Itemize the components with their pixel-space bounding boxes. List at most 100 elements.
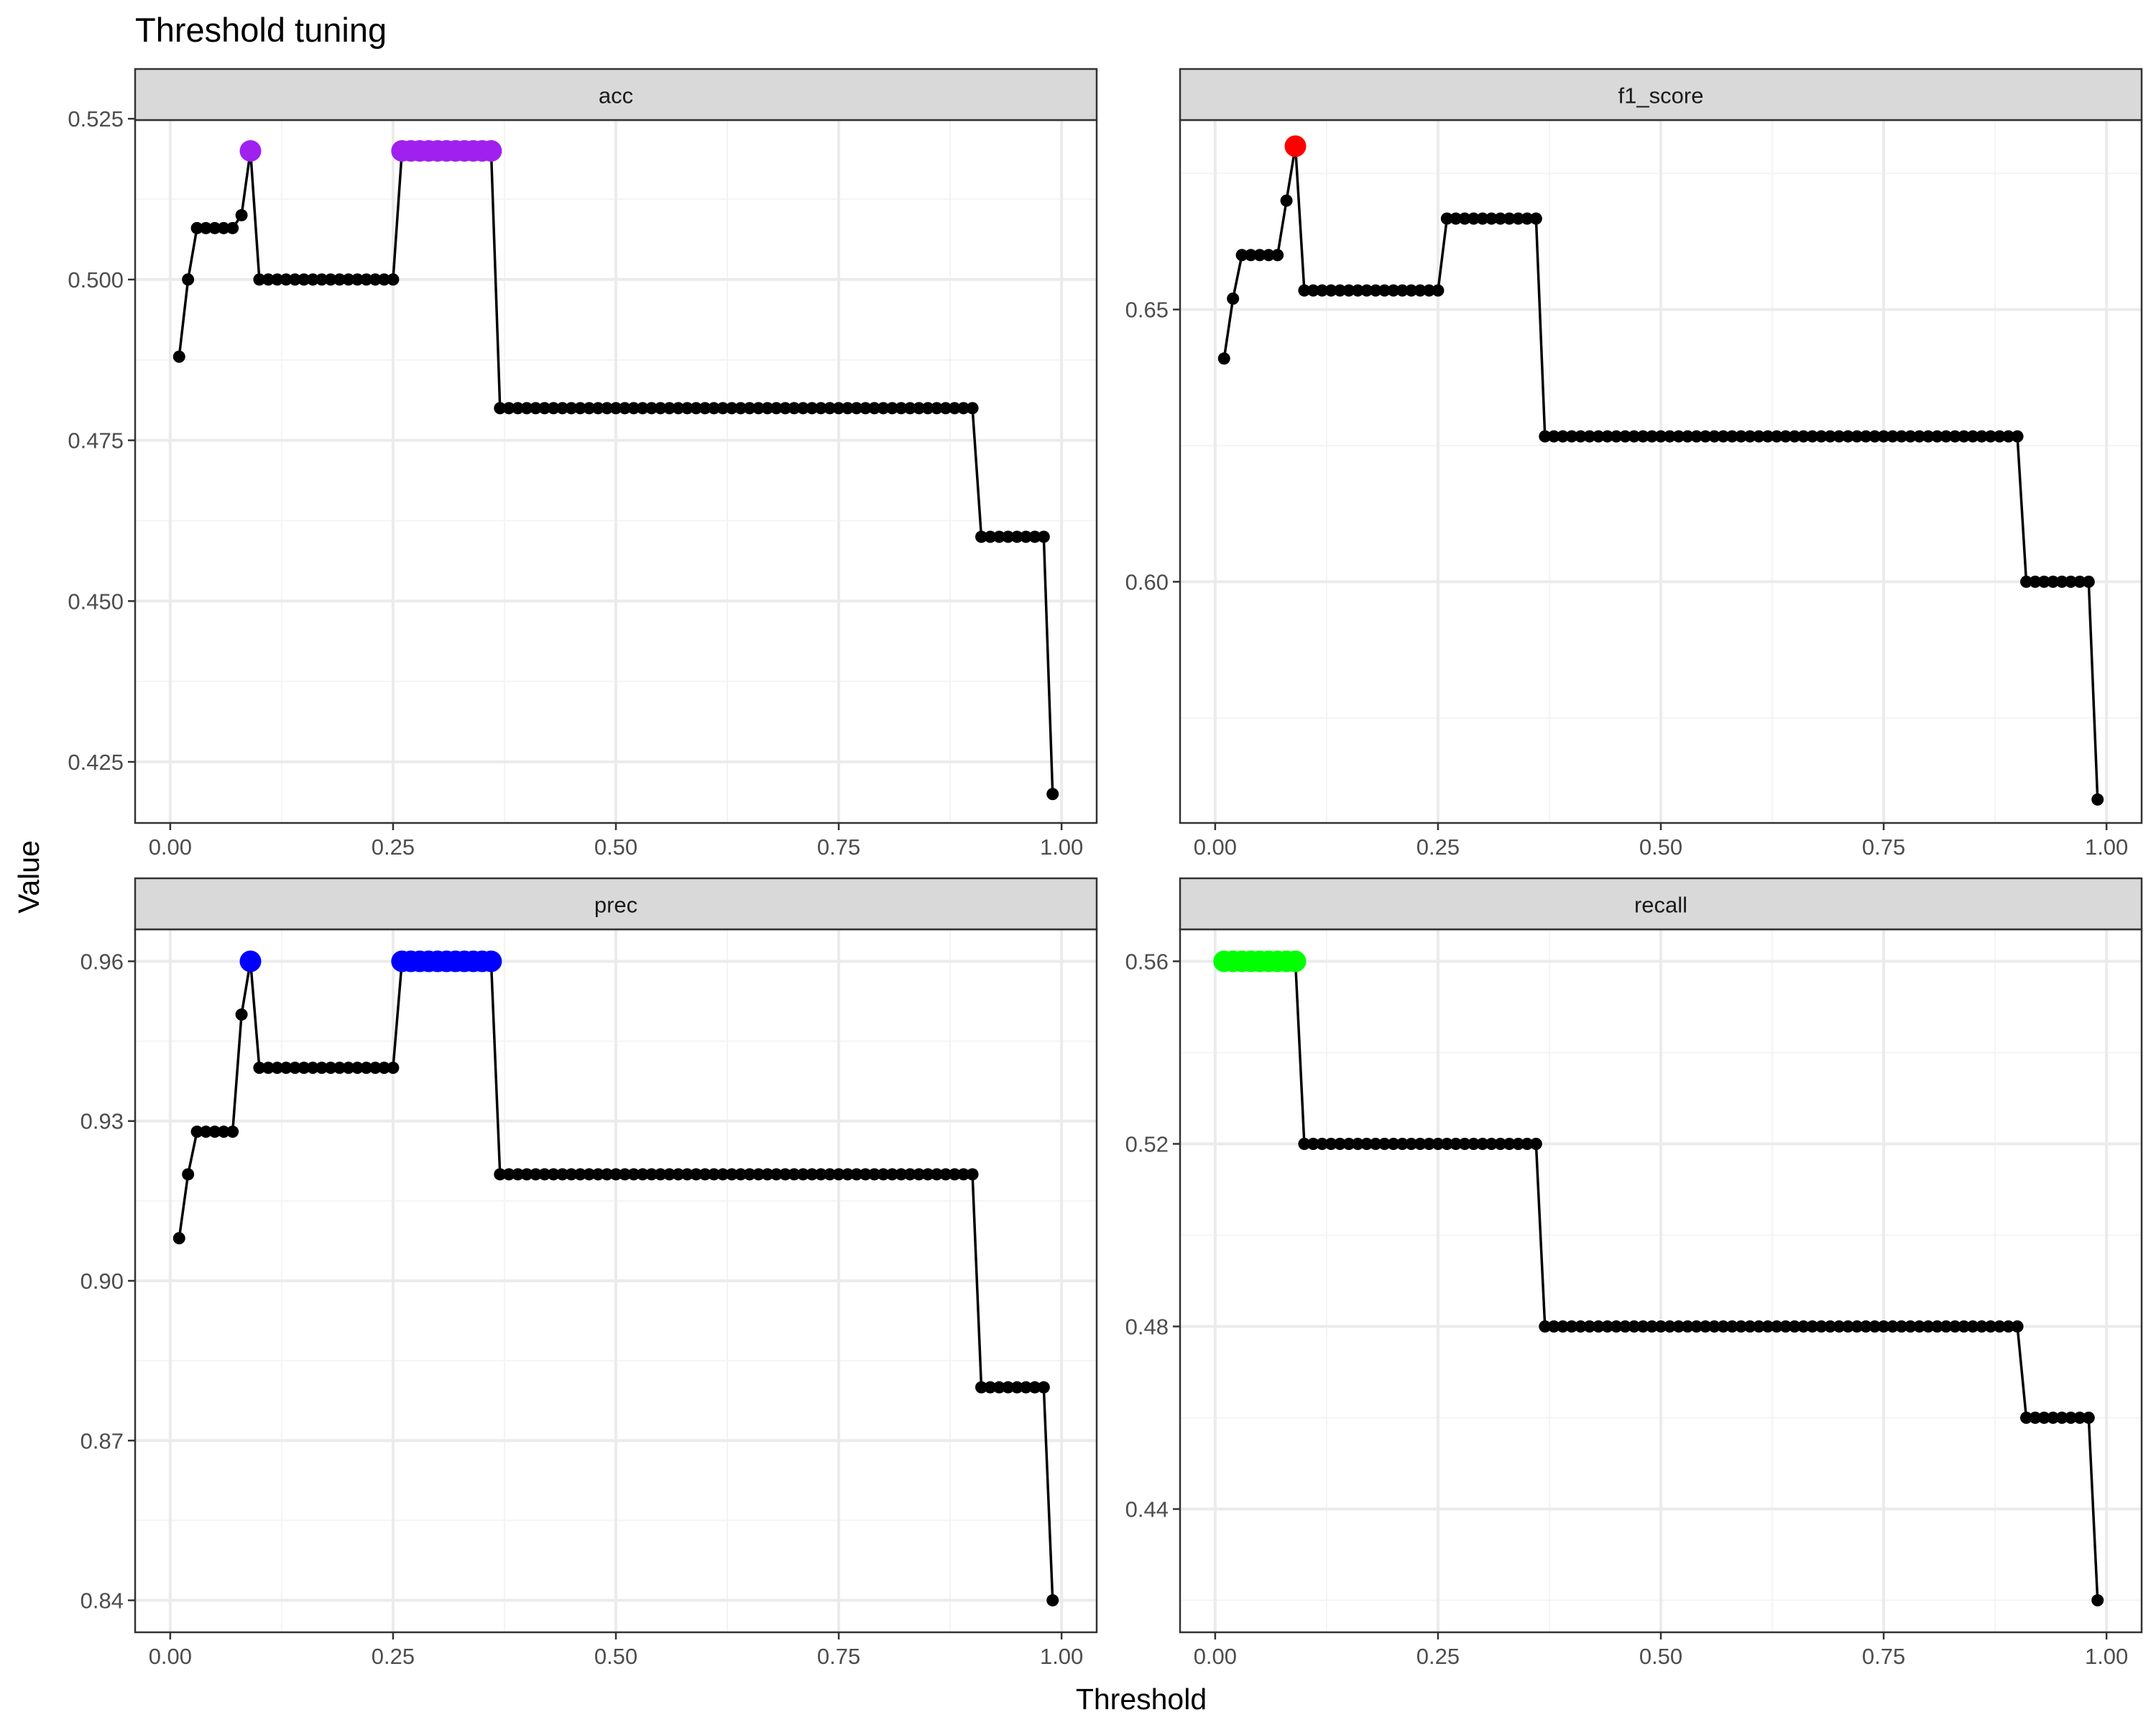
data-point [2055, 1412, 2068, 1425]
data-point [1735, 1320, 1748, 1333]
data-point [984, 530, 997, 543]
data-point [494, 402, 507, 415]
data-point [271, 1062, 284, 1075]
data-point [717, 1168, 729, 1181]
data-point [824, 402, 837, 415]
data-point [1280, 194, 1293, 207]
data-point [2065, 575, 2078, 588]
data-point [1663, 430, 1676, 443]
data-point [1592, 1320, 1605, 1333]
data-point [1797, 430, 1810, 443]
data-point [190, 1126, 203, 1138]
data-point [1557, 1320, 1570, 1333]
data-point [1565, 430, 1578, 443]
data-point [1922, 430, 1935, 443]
data-point [1699, 1320, 1712, 1333]
data-point [779, 402, 792, 415]
x-axis-label: Threshold [1076, 1683, 1207, 1716]
data-point [1930, 1320, 1943, 1333]
data-point [1458, 1137, 1471, 1150]
facet-strip-label: f1_score [1618, 83, 1704, 109]
data-point [1503, 212, 1516, 225]
data-point [690, 402, 703, 415]
data-point [699, 1168, 711, 1181]
data-point [903, 402, 916, 415]
data-point [2020, 1412, 2033, 1425]
data-point [502, 1168, 515, 1181]
data-point [2029, 1412, 2042, 1425]
data-point [1028, 1381, 1041, 1394]
data-point [1020, 530, 1033, 543]
data-point [1046, 1594, 1059, 1607]
data-point [1378, 1137, 1391, 1150]
data-point [172, 1232, 185, 1245]
data-point [1046, 788, 1059, 801]
data-point [663, 402, 676, 415]
data-point [556, 402, 569, 415]
data-point [512, 402, 525, 415]
data-point-best [1284, 135, 1307, 157]
data-point [601, 402, 614, 415]
data-point [806, 1168, 819, 1181]
data-point [2037, 575, 2050, 588]
data-point [342, 1062, 355, 1075]
data-point [1432, 284, 1445, 297]
points-prec [172, 950, 1059, 1607]
data-point [1788, 1320, 1801, 1333]
data-point [913, 1168, 926, 1181]
data-point [1583, 430, 1596, 443]
data-point [324, 273, 337, 286]
data-point [289, 273, 302, 286]
data-point [1557, 430, 1570, 443]
data-point [1708, 1320, 1720, 1333]
data-point [645, 1168, 658, 1181]
data-point-best [239, 139, 262, 162]
data-point [360, 273, 373, 286]
data-point [1618, 1320, 1631, 1333]
data-point [1360, 284, 1373, 297]
data-point [306, 1062, 319, 1075]
data-point [1699, 430, 1712, 443]
data-point [609, 1168, 622, 1181]
data-point [583, 402, 596, 415]
y-tick-label: 0.60 [1125, 569, 1169, 594]
data-point [1360, 1137, 1373, 1150]
data-point [1841, 430, 1854, 443]
data-point [717, 402, 729, 415]
y-tick-label: 0.93 [80, 1109, 124, 1134]
data-point [814, 402, 827, 415]
data-point [1993, 430, 2006, 443]
data-point [663, 1168, 676, 1181]
data-point [1984, 1320, 1997, 1333]
x-tick-label: 1.00 [1040, 1644, 1083, 1669]
data-point [2011, 430, 2024, 443]
data-point [280, 273, 292, 286]
data-point [298, 273, 310, 286]
data-point [2082, 575, 2095, 588]
data-point [1325, 1137, 1337, 1150]
data-point [253, 273, 266, 286]
data-point [1244, 249, 1257, 262]
data-point [1922, 1320, 1935, 1333]
data-point [1628, 430, 1641, 443]
data-point [235, 1008, 248, 1021]
data-point [779, 1168, 792, 1181]
data-point [1547, 1320, 1560, 1333]
data-point [1217, 352, 1230, 365]
data-point [1708, 430, 1720, 443]
data-point [707, 402, 720, 415]
data-point [1334, 1137, 1347, 1150]
data-point [841, 1168, 854, 1181]
data-point [1601, 430, 1614, 443]
data-point [1806, 430, 1819, 443]
y-tick-label: 0.450 [68, 589, 124, 614]
data-point [1726, 1320, 1738, 1333]
data-point [1547, 430, 1560, 443]
data-point [1378, 284, 1391, 297]
data-point [877, 1168, 890, 1181]
data-point [921, 402, 934, 415]
data-point [583, 1168, 596, 1181]
data-point [2091, 1594, 2104, 1607]
data-point [1672, 430, 1685, 443]
